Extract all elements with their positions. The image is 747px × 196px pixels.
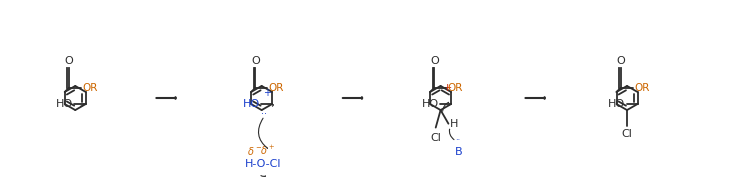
Text: OR: OR: [447, 83, 463, 93]
Text: O: O: [65, 56, 73, 66]
Text: $\delta^-$: $\delta^-$: [247, 144, 261, 157]
Text: OR: OR: [269, 83, 284, 93]
Text: B: B: [454, 147, 462, 157]
Text: H: H: [450, 119, 458, 129]
Text: H-O-Cl: H-O-Cl: [245, 159, 282, 169]
Text: $\delta^+$: $\delta^+$: [261, 144, 276, 157]
Text: Cl: Cl: [622, 129, 633, 139]
Text: O: O: [616, 56, 625, 66]
Text: OR: OR: [634, 83, 649, 93]
Text: OR: OR: [82, 83, 98, 93]
Text: +: +: [443, 83, 452, 93]
Text: +: +: [263, 88, 270, 98]
Text: Cl: Cl: [430, 133, 441, 143]
Text: HO: HO: [608, 99, 625, 109]
Text: HO: HO: [422, 99, 439, 109]
Text: HO: HO: [56, 99, 73, 109]
Text: ··: ··: [456, 136, 461, 145]
Text: ··: ··: [261, 109, 267, 119]
Text: HO: HO: [243, 99, 260, 109]
Text: O: O: [430, 56, 438, 66]
Text: O: O: [251, 56, 260, 66]
